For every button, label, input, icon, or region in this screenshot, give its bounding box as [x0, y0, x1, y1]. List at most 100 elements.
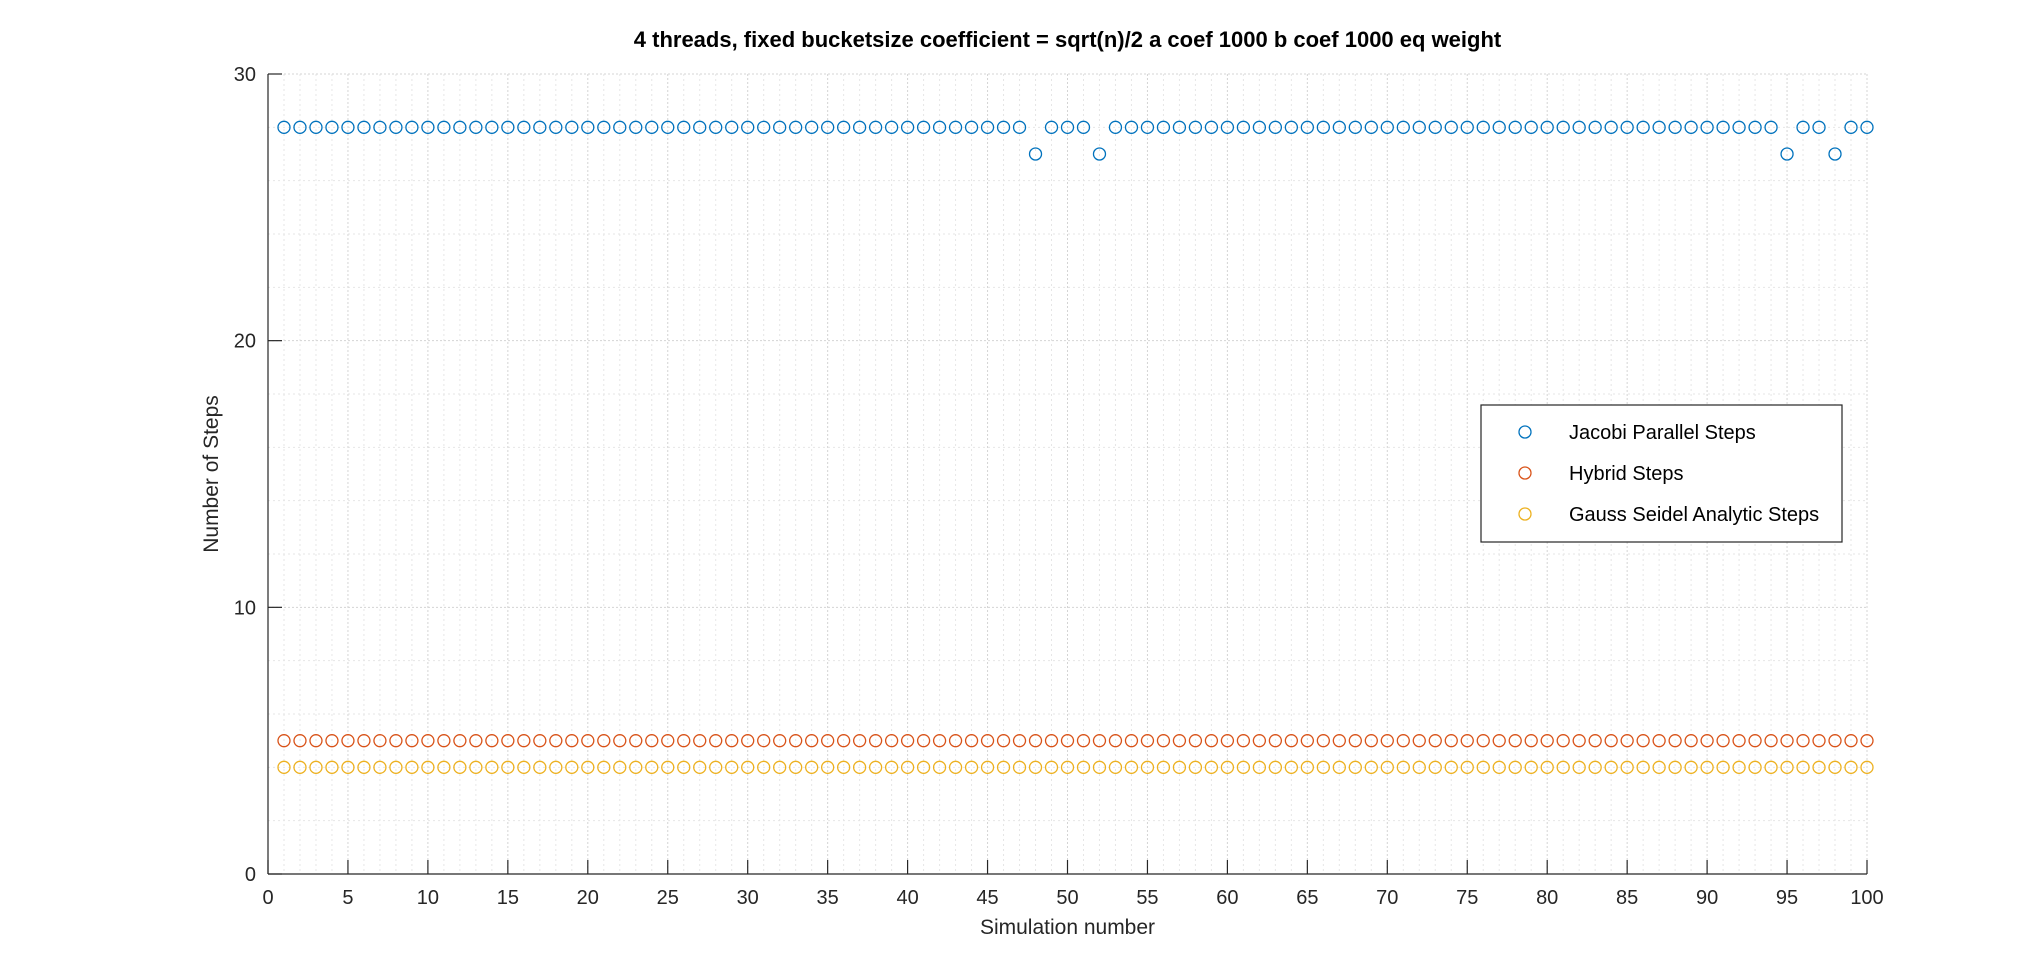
data-point: [741, 120, 755, 134]
tick-marks: [267, 73, 1868, 875]
data-point: [533, 760, 547, 774]
data-point: [293, 120, 307, 134]
data-point: [661, 120, 675, 134]
data-point: [964, 120, 979, 134]
data-point: [964, 760, 979, 774]
data-point: [932, 760, 947, 774]
data-point: [1508, 760, 1522, 774]
data-point: [741, 734, 755, 748]
data-point: [1620, 760, 1634, 774]
data-point: [1284, 760, 1299, 774]
data-point: [1732, 120, 1746, 134]
data-point: [900, 734, 915, 748]
data-point: [852, 734, 867, 748]
data-point: [1044, 734, 1059, 748]
data-point: [1300, 120, 1314, 134]
x-tick-label: 75: [1456, 887, 1478, 909]
data-point: [517, 734, 531, 748]
data-point: [1092, 147, 1107, 161]
data-point: [980, 760, 995, 774]
data-point: [1620, 120, 1634, 134]
data-point: [1572, 120, 1586, 134]
data-point: [1508, 120, 1522, 134]
data-point: [1636, 760, 1650, 774]
data-point: [900, 120, 915, 134]
data-point: [677, 120, 691, 134]
data-point: [1476, 734, 1490, 748]
data-point: [1364, 734, 1378, 748]
data-point: [1252, 734, 1267, 748]
data-point: [613, 760, 627, 774]
data-point: [677, 734, 691, 748]
data-point: [836, 120, 851, 134]
legend-entry: Jacobi Parallel Steps: [1569, 422, 1756, 444]
data-point: [1236, 760, 1251, 774]
data-point: [325, 760, 339, 774]
data-point: [1556, 760, 1570, 774]
data-point: [1460, 120, 1474, 134]
data-point: [1828, 760, 1842, 774]
data-point: [1540, 760, 1554, 774]
data-point: [757, 760, 771, 774]
data-point: [1348, 734, 1362, 748]
data-markers: [277, 120, 1874, 774]
data-point: [932, 734, 947, 748]
x-tick-label: 5: [342, 887, 353, 909]
data-point: [980, 734, 995, 748]
data-point: [293, 734, 307, 748]
data-point: [1252, 120, 1267, 134]
data-point: [1732, 760, 1746, 774]
data-point: [1860, 120, 1874, 134]
data-point: [1540, 120, 1554, 134]
data-point: [1428, 120, 1442, 134]
data-point: [1668, 734, 1682, 748]
data-point: [389, 760, 403, 774]
data-point: [821, 734, 835, 748]
data-point: [1684, 760, 1698, 774]
data-point: [1124, 120, 1139, 134]
data-point: [1220, 120, 1235, 134]
data-point: [485, 734, 499, 748]
data-point: [1572, 760, 1586, 774]
data-point: [1588, 760, 1602, 774]
data-point: [1796, 120, 1810, 134]
data-point: [549, 734, 563, 748]
data-point: [948, 760, 963, 774]
data-point: [1284, 120, 1299, 134]
data-point: [421, 734, 435, 748]
data-point: [1524, 760, 1538, 774]
data-point: [1348, 760, 1362, 774]
data-point: [1588, 120, 1602, 134]
data-point: [1396, 760, 1410, 774]
data-point: [1188, 734, 1203, 748]
data-point: [996, 734, 1011, 748]
data-point: [1556, 734, 1570, 748]
data-point: [645, 760, 659, 774]
data-point: [1748, 760, 1762, 774]
data-point: [980, 120, 995, 134]
data-point: [1380, 734, 1394, 748]
y-tick-label: 20: [234, 331, 256, 353]
data-point: [916, 760, 931, 774]
data-point: [1796, 734, 1810, 748]
data-point: [405, 760, 419, 774]
data-point: [661, 760, 675, 774]
data-point: [1732, 734, 1746, 748]
data-point: [1716, 760, 1730, 774]
data-point: [1492, 760, 1506, 774]
data-point: [1812, 120, 1826, 134]
data-point: [1604, 734, 1618, 748]
data-point: [1700, 734, 1714, 748]
data-point: [1140, 734, 1155, 748]
data-point: [565, 760, 579, 774]
data-point: [437, 760, 451, 774]
data-point: [996, 760, 1011, 774]
y-axis-label: Number of Steps: [200, 395, 223, 553]
data-point: [1156, 120, 1171, 134]
data-point: [581, 734, 595, 748]
data-point: [1524, 734, 1538, 748]
data-point: [1684, 120, 1698, 134]
data-point: [1764, 734, 1778, 748]
data-point: [1748, 734, 1762, 748]
data-point: [629, 760, 643, 774]
